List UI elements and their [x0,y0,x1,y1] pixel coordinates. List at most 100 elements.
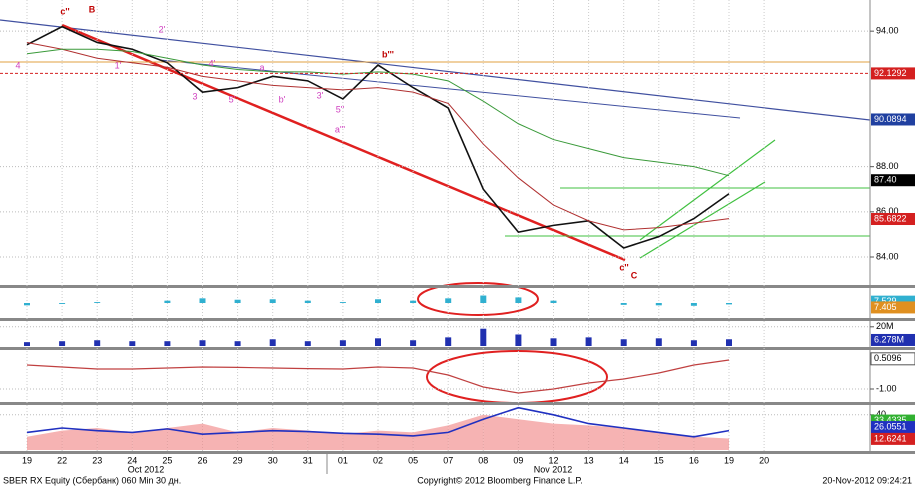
wave-label: a [259,62,264,72]
bar [164,300,171,303]
bar [550,338,557,346]
bar [445,337,452,346]
bar [24,303,30,306]
area-segment [237,428,273,450]
x-tick-label: 19 [22,455,32,465]
area-segment [132,428,168,450]
x-tick-label: 15 [654,455,664,465]
bar [375,338,381,346]
price-tag [871,67,915,80]
bar [480,295,487,303]
area-segment [97,428,133,450]
bar [410,300,417,303]
y-tick-label: 88.00 [876,161,899,171]
price-tag [871,301,915,314]
wave-label: 5'' [336,104,345,114]
channel-line [639,181,766,259]
bar [655,303,662,306]
bar [726,339,732,346]
x-tick-label: 14 [619,455,629,465]
wave-label: 3 [192,91,197,101]
panel-separator [0,318,915,321]
area-segment [413,425,449,450]
x-tick-label: 05 [408,455,418,465]
x-tick-label: 08 [478,455,488,465]
bar [726,303,732,305]
wave-label: c'' [60,6,69,16]
area-segment [378,430,414,450]
trend-line [159,59,741,119]
wave-label: b' [279,94,286,104]
bar [339,302,346,303]
price-tag-label: 6.278M [874,334,904,344]
area-segment [658,432,694,450]
price-tag [871,174,915,187]
price-tag-label: 12.6241 [874,433,907,443]
price-tag-label: 85.6822 [874,213,907,223]
trend-line [0,19,871,121]
series-line [26,41,730,231]
area-segment [272,428,308,450]
bar [655,338,662,346]
wave-label: 5' [229,94,236,104]
series-line [26,48,730,177]
bar [59,341,66,346]
x-tick-label: 16 [689,455,699,465]
area-segment [167,423,203,450]
wave-label: 2' [159,24,166,34]
highlight [417,282,539,316]
price-tag [871,213,915,226]
trend-line [61,23,626,262]
y-tick-label: 40 [876,409,886,419]
bar [375,299,381,303]
x-tick-label: 22 [57,455,67,465]
price-tag [871,421,915,434]
series-line [26,359,730,394]
area-segment [693,436,729,450]
x-tick-label: 20 [759,455,769,465]
x-group-label: Oct 2012 [128,464,165,474]
footer-right: 20-Nov-2012 09:24:21 [822,475,912,485]
x-tick-label: 19 [724,455,734,465]
area-segment [62,428,98,450]
bar [304,341,311,346]
area-segment [342,430,378,450]
wave-label: 1' [115,60,122,70]
wave-label: B [89,4,96,14]
y-tick-label: 20M [876,321,894,331]
bar [690,303,697,306]
area-segment [553,423,589,450]
x-tick-label: 30 [268,455,278,465]
wave-label: 4' [209,58,216,68]
wave-label: b''' [382,49,394,59]
bar [550,300,557,303]
area-segment [588,425,624,450]
panel-separator [0,347,915,350]
x-tick-label: 09 [513,455,523,465]
bar [515,297,522,303]
x-tick-label: 13 [584,455,594,465]
bar [410,340,417,346]
bar [620,303,627,305]
price-tag-label: 87.40 [874,175,897,185]
bar [234,341,241,346]
x-tick-label: 26 [197,455,207,465]
x-tick-label: 07 [443,455,453,465]
bar [129,341,136,346]
price-tag-label: 33.4335 [874,415,907,425]
bar [199,340,206,346]
x-tick-label: 02 [373,455,383,465]
x-group-label: Nov 2012 [534,464,573,474]
bar [690,340,697,346]
y-tick-label: 94.00 [876,26,899,36]
y-tick-label: 86.00 [876,206,899,216]
price-tag-label: 0.5096 [874,353,902,363]
wave-label: 3' [317,90,324,100]
bar [620,339,627,346]
bar [445,298,452,303]
footer-left: SBER RX Equity (Сбербанк) 060 Min 30 дн. [3,475,181,485]
area-segment [623,428,659,450]
bar [269,339,276,346]
area-segment [307,430,343,450]
